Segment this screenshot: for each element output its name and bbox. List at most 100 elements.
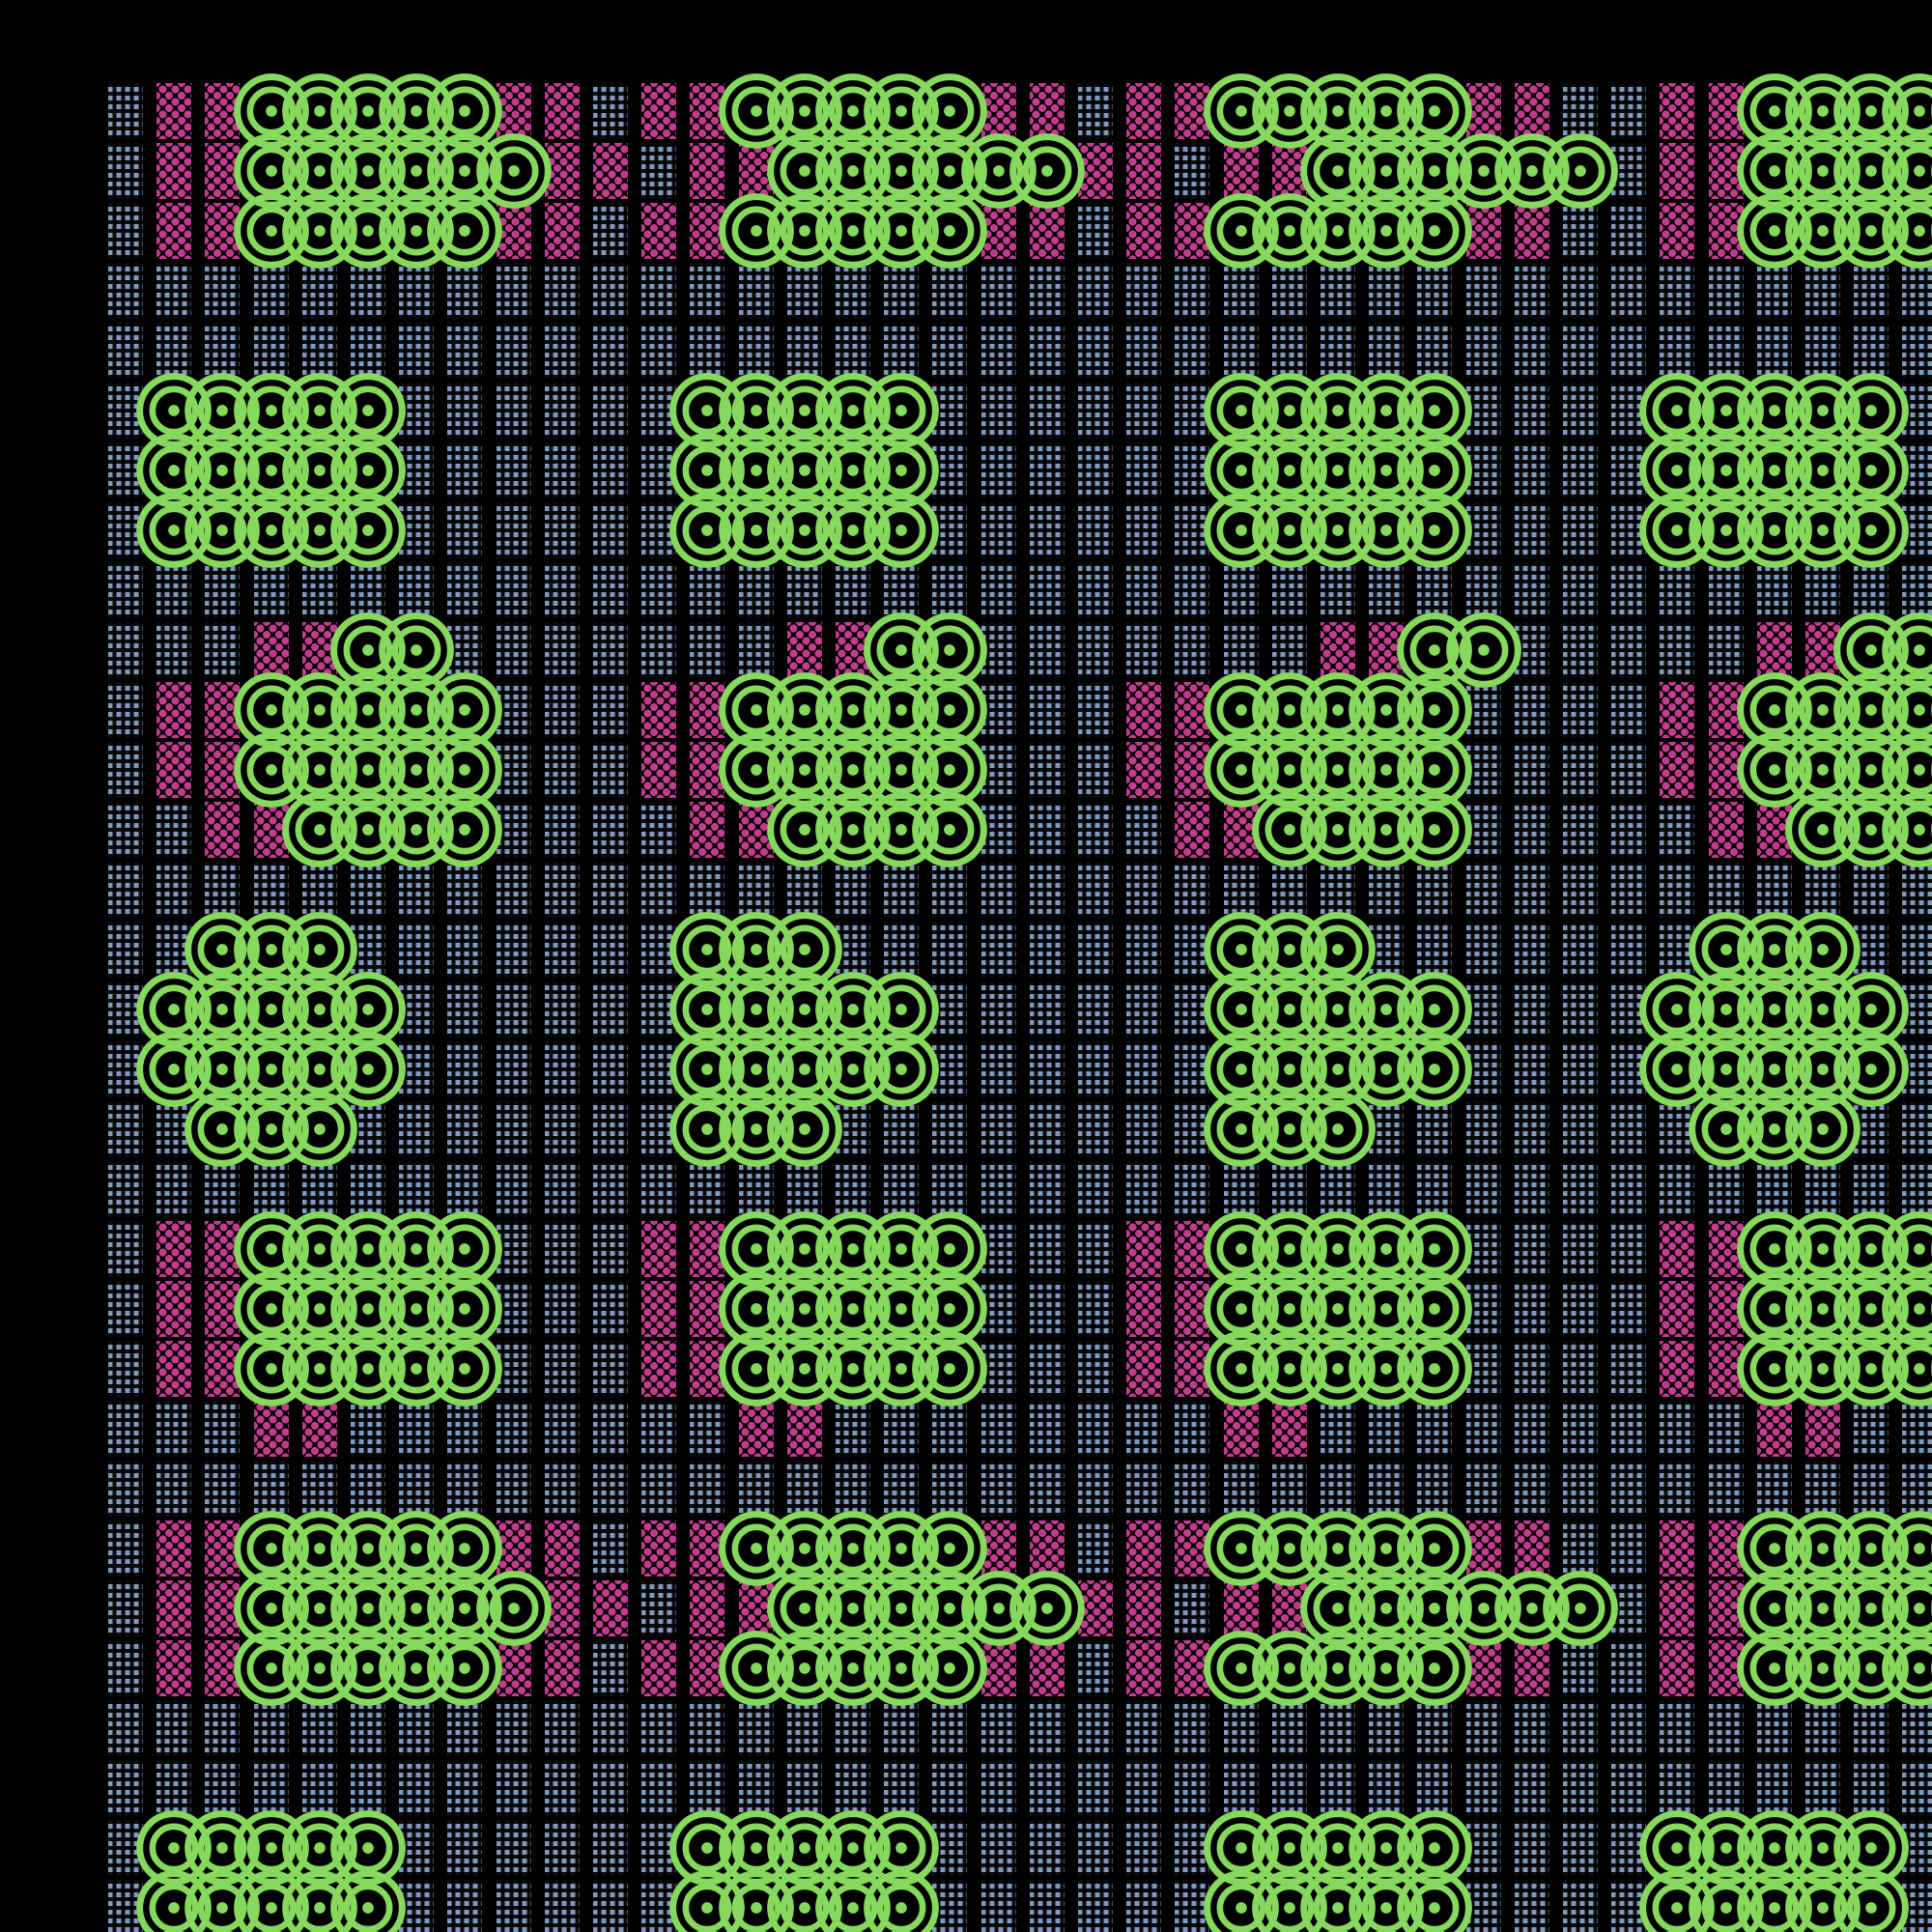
checker-tile bbox=[108, 1341, 143, 1397]
checker-tile bbox=[1271, 1760, 1307, 1816]
target-tile bbox=[1349, 1271, 1425, 1347]
checker-tile bbox=[496, 922, 531, 978]
target-tile bbox=[1300, 972, 1376, 1047]
checker-tile bbox=[836, 263, 870, 319]
target-tile bbox=[1833, 672, 1910, 748]
checker-tile bbox=[496, 862, 531, 918]
target-tile bbox=[1397, 1631, 1473, 1706]
checker-tile bbox=[1514, 682, 1549, 738]
target-tile bbox=[718, 1271, 794, 1347]
target-tile bbox=[1833, 133, 1910, 209]
checker-tile bbox=[351, 263, 385, 319]
target-tile bbox=[1833, 1571, 1910, 1646]
checker-tile bbox=[738, 1461, 774, 1517]
target-tile bbox=[1639, 433, 1716, 508]
dot-tile bbox=[301, 1401, 337, 1457]
dot-tile bbox=[1321, 622, 1355, 678]
checker-tile bbox=[205, 862, 241, 918]
checker-tile bbox=[1611, 1281, 1647, 1337]
checker-tile bbox=[544, 442, 580, 498]
target-tile bbox=[864, 1211, 940, 1287]
target-tile bbox=[1397, 1810, 1473, 1886]
checker-tile bbox=[496, 263, 531, 319]
target-tile bbox=[864, 133, 940, 209]
checker-tile bbox=[1902, 1041, 1932, 1097]
target-tile bbox=[233, 1331, 309, 1406]
target-tile bbox=[766, 1271, 842, 1347]
target-tile bbox=[379, 792, 455, 867]
target-tile bbox=[1785, 1211, 1861, 1287]
dot-tile bbox=[156, 1580, 192, 1636]
checker-tile bbox=[447, 1461, 483, 1517]
checker-tile bbox=[496, 502, 531, 558]
checker-tile bbox=[1563, 442, 1598, 498]
checker-tile bbox=[1029, 622, 1065, 678]
target-tile bbox=[766, 193, 842, 269]
target-tile bbox=[330, 972, 406, 1047]
target-tile bbox=[1445, 612, 1521, 688]
dot-tile bbox=[1029, 83, 1065, 139]
target-tile bbox=[766, 1631, 842, 1706]
target-tile bbox=[1349, 1571, 1425, 1646]
target-tile bbox=[1833, 1331, 1910, 1406]
target-tile bbox=[1736, 1092, 1812, 1167]
checker-tile bbox=[980, 263, 1016, 319]
checker-tile bbox=[593, 862, 628, 918]
checker-tile bbox=[1756, 1700, 1792, 1756]
target-tile bbox=[427, 1211, 503, 1287]
target-tile bbox=[669, 1092, 746, 1167]
checker-tile bbox=[399, 1880, 435, 1932]
checker-tile bbox=[496, 562, 531, 618]
dot-tile bbox=[544, 1520, 580, 1577]
checker-tile bbox=[593, 981, 628, 1037]
dot-tile bbox=[1126, 83, 1162, 139]
checker-tile bbox=[544, 1700, 580, 1756]
dot-tile bbox=[1126, 1520, 1162, 1577]
checker-tile bbox=[1514, 1041, 1549, 1097]
target-tile bbox=[1203, 1032, 1279, 1107]
checker-tile bbox=[1271, 323, 1307, 379]
checker-tile bbox=[641, 502, 677, 558]
target-tile bbox=[1833, 1631, 1910, 1706]
target-tile bbox=[379, 1571, 455, 1646]
target-tile bbox=[669, 493, 746, 568]
dot-tile bbox=[1660, 1520, 1695, 1577]
target-tile bbox=[1300, 1810, 1376, 1886]
checker-tile bbox=[108, 263, 143, 319]
checker-tile bbox=[1029, 383, 1065, 439]
checker-tile bbox=[884, 1401, 920, 1457]
checker-tile bbox=[1029, 263, 1065, 319]
target-tile bbox=[1349, 493, 1425, 568]
checker-tile bbox=[108, 742, 143, 798]
checker-tile bbox=[1175, 143, 1210, 199]
checker-tile bbox=[932, 922, 968, 978]
target-tile bbox=[766, 732, 842, 808]
target-tile bbox=[912, 1211, 988, 1287]
target-tile bbox=[1251, 732, 1327, 808]
checker-tile bbox=[1321, 1161, 1355, 1217]
checker-tile bbox=[496, 981, 531, 1037]
target-tile bbox=[1688, 912, 1764, 987]
dot-tile bbox=[738, 1401, 774, 1457]
checker-tile bbox=[1417, 922, 1453, 978]
target-tile bbox=[330, 1870, 406, 1932]
checker-tile bbox=[301, 263, 337, 319]
target-tile bbox=[1833, 612, 1910, 688]
checker-tile bbox=[1175, 1161, 1210, 1217]
target-tile bbox=[281, 972, 357, 1047]
target-tile bbox=[379, 612, 455, 688]
checker-tile bbox=[447, 922, 483, 978]
checker-tile bbox=[593, 1820, 628, 1876]
checker-tile bbox=[1078, 263, 1113, 319]
checker-tile bbox=[1029, 1161, 1065, 1217]
checker-tile bbox=[1465, 1461, 1501, 1517]
target-tile bbox=[766, 792, 842, 867]
target-tile bbox=[1736, 1271, 1812, 1347]
target-tile bbox=[281, 433, 357, 508]
checker-tile bbox=[1417, 862, 1453, 918]
target-tile bbox=[766, 1211, 842, 1287]
target-tile bbox=[233, 1870, 309, 1932]
checker-tile bbox=[980, 502, 1016, 558]
target-tile bbox=[427, 672, 503, 748]
target-tile bbox=[669, 373, 746, 448]
